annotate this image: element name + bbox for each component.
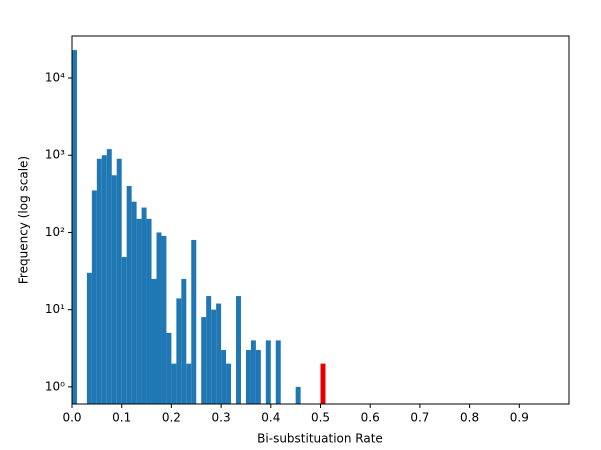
x-tick-label: 0.1 bbox=[112, 411, 131, 425]
y-axis-label: Frequency (log scale) bbox=[17, 156, 31, 284]
y-tick-label: 10⁴ bbox=[45, 71, 65, 85]
bar bbox=[141, 207, 147, 404]
bar bbox=[265, 340, 271, 404]
bar bbox=[236, 296, 241, 404]
bar bbox=[96, 158, 102, 404]
bar bbox=[295, 386, 301, 404]
bar bbox=[136, 218, 142, 404]
bar bbox=[126, 185, 132, 404]
bar bbox=[201, 317, 207, 404]
bar bbox=[86, 272, 92, 404]
x-axis-label: Bi-substituation Rate bbox=[257, 432, 383, 446]
bar bbox=[116, 158, 122, 404]
bar bbox=[151, 278, 157, 404]
plot-area bbox=[72, 50, 326, 405]
bar bbox=[146, 218, 152, 404]
bar bbox=[216, 303, 222, 404]
bar bbox=[206, 296, 212, 404]
bar bbox=[131, 201, 137, 404]
y-tick-label: 10⁰ bbox=[45, 379, 65, 393]
bar bbox=[121, 257, 127, 404]
x-tick-label: 0.7 bbox=[410, 411, 429, 425]
x-tick-label: 0.0 bbox=[62, 411, 81, 425]
bar bbox=[72, 50, 77, 405]
bar bbox=[101, 155, 107, 404]
bar bbox=[176, 298, 182, 404]
bar bbox=[91, 190, 97, 404]
bar bbox=[161, 235, 167, 404]
bar bbox=[106, 149, 112, 404]
y-tick-label: 10³ bbox=[45, 148, 65, 162]
bar bbox=[191, 239, 197, 404]
bar bbox=[250, 340, 256, 404]
bar bbox=[181, 278, 187, 404]
bar bbox=[221, 350, 227, 404]
bar bbox=[211, 309, 217, 404]
bar bbox=[245, 350, 251, 404]
x-tick-label: 0.3 bbox=[212, 411, 231, 425]
bar bbox=[111, 175, 117, 404]
x-tick-label: 0.5 bbox=[311, 411, 330, 425]
x-tick-label: 0.4 bbox=[261, 411, 280, 425]
bar bbox=[275, 340, 281, 404]
bar bbox=[320, 363, 326, 404]
x-tick-label: 0.8 bbox=[460, 411, 479, 425]
bar bbox=[255, 350, 261, 404]
bar bbox=[156, 232, 162, 404]
x-tick-label: 0.6 bbox=[361, 411, 380, 425]
bar bbox=[186, 363, 192, 404]
y-tick-label: 10¹ bbox=[45, 302, 65, 316]
bar bbox=[166, 332, 172, 404]
x-tick-label: 0.2 bbox=[162, 411, 181, 425]
bar bbox=[171, 363, 177, 404]
bar bbox=[226, 363, 232, 404]
x-tick-label: 0.9 bbox=[510, 411, 529, 425]
y-tick-label: 10² bbox=[45, 225, 65, 239]
